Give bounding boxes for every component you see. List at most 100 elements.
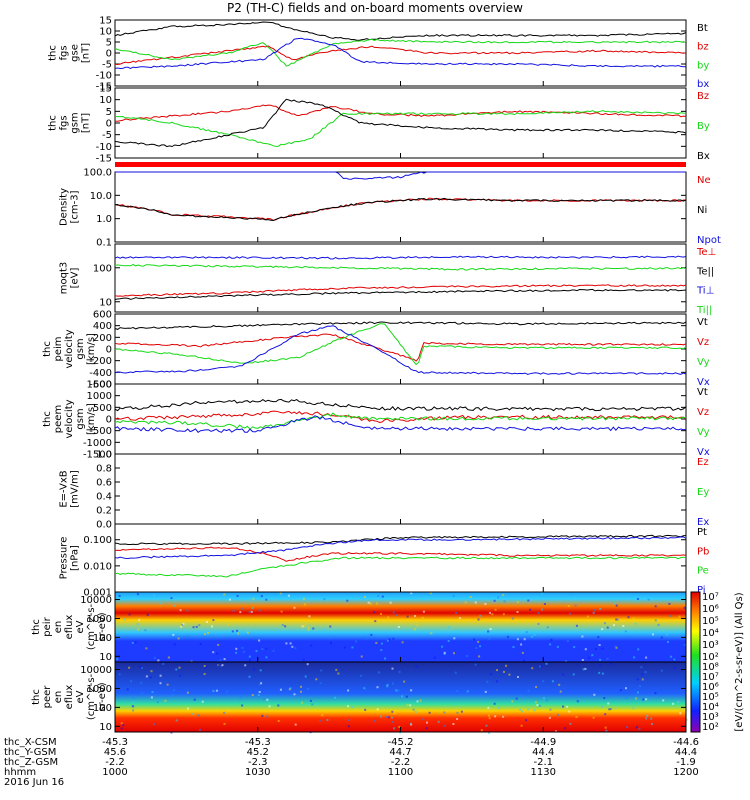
speckle: [635, 726, 638, 729]
x-axis-value: 1000: [102, 767, 128, 778]
speckle: [411, 694, 414, 697]
y-axis-label: thc: [48, 115, 59, 131]
speckle: [497, 596, 500, 599]
y-tick-label: 500: [93, 403, 112, 414]
speckle: [293, 606, 296, 609]
speckle: [506, 635, 509, 638]
speckle: [255, 650, 258, 652]
speckle: [537, 623, 540, 625]
speckle: [197, 714, 200, 717]
speckle: [223, 722, 226, 725]
x-axis-value: 45.6: [103, 747, 127, 758]
speckle: [575, 624, 578, 627]
speckle: [593, 693, 596, 696]
speckle: [387, 616, 390, 619]
speckle: [517, 676, 519, 678]
spectrogram-peir_spectrogram: [115, 592, 686, 662]
speckle: [465, 655, 468, 657]
speckle: [545, 662, 548, 665]
speckle: [487, 714, 490, 717]
speckle: [141, 692, 144, 695]
speckle: [484, 602, 487, 605]
speckle: [413, 628, 416, 631]
speckle: [429, 592, 432, 595]
speckle: [175, 668, 178, 671]
legend-Vt: Vt: [697, 387, 708, 398]
y-axis-label: [nT]: [81, 43, 92, 63]
panel-frame: [114, 171, 687, 243]
speckle: [187, 707, 190, 710]
speckle: [326, 719, 329, 721]
speckle: [666, 633, 669, 636]
speckle: [330, 642, 332, 645]
panel-density: 100.0 10.0 1.0 0.1 Density [cm-3] Ne Ni Npot: [59, 168, 721, 249]
speckle: [391, 720, 394, 723]
speckle: [683, 644, 686, 646]
speckle: [454, 671, 457, 674]
speckle: [328, 636, 331, 639]
speckle: [443, 652, 446, 655]
speckle: [477, 618, 480, 621]
x-axis-value: -2.1: [533, 757, 553, 768]
speckle: [199, 643, 202, 646]
speckle: [319, 719, 322, 722]
speckle: [260, 595, 263, 598]
speckle: [679, 712, 682, 715]
speckle: [466, 690, 469, 693]
speckle: [140, 682, 143, 685]
legend-Pt: Pt: [697, 527, 707, 538]
speckle: [477, 640, 480, 643]
speckle: [601, 628, 604, 631]
legend-By: By: [697, 121, 710, 132]
speckle: [192, 713, 195, 715]
speckle: [627, 616, 630, 619]
y-axis-label: thc: [31, 689, 42, 705]
speckle: [229, 598, 231, 601]
y-axis-label: en: [53, 691, 64, 704]
speckle: [221, 664, 224, 667]
speckle: [604, 713, 607, 716]
speckle: [527, 708, 530, 711]
series-line-Pe: [114, 556, 687, 578]
speckle: [416, 624, 419, 627]
panel-frame: [114, 383, 687, 455]
speckle: [294, 723, 297, 726]
speckle: [543, 697, 545, 700]
speckle: [303, 603, 306, 606]
legend-Ne: Ne: [697, 175, 711, 186]
speckle: [531, 667, 534, 670]
speckle: [598, 644, 601, 646]
speckle: [549, 708, 552, 711]
speckle: [240, 607, 243, 610]
speckle: [455, 612, 458, 614]
series-line-Bx: [114, 98, 687, 148]
legend-Pe: Pe: [697, 566, 709, 577]
speckle: [226, 690, 228, 693]
speckle: [606, 657, 609, 660]
speckle: [588, 656, 591, 659]
speckle: [452, 595, 455, 598]
speckle: [308, 615, 311, 618]
speckle: [207, 632, 210, 634]
speckle: [533, 709, 536, 712]
speckle: [217, 643, 220, 646]
speckle: [406, 703, 409, 706]
legend-Pi: Pi: [697, 585, 706, 596]
speckle: [380, 715, 382, 718]
speckle: [487, 706, 490, 709]
colorbar-tick-label: 10⁴: [702, 702, 719, 713]
speckle: [642, 698, 645, 701]
series-line-Bz: [114, 104, 687, 122]
speckle: [615, 646, 618, 649]
speckle: [258, 691, 261, 693]
speckle: [307, 687, 310, 690]
speckle: [120, 727, 123, 730]
speckle: [521, 710, 523, 713]
speckle: [632, 707, 635, 710]
speckle: [144, 629, 147, 632]
speckle: [414, 615, 416, 617]
y-axis-label: Pressure: [59, 537, 70, 580]
speckle: [522, 659, 525, 662]
series-line-Ti⊥: [114, 255, 687, 260]
